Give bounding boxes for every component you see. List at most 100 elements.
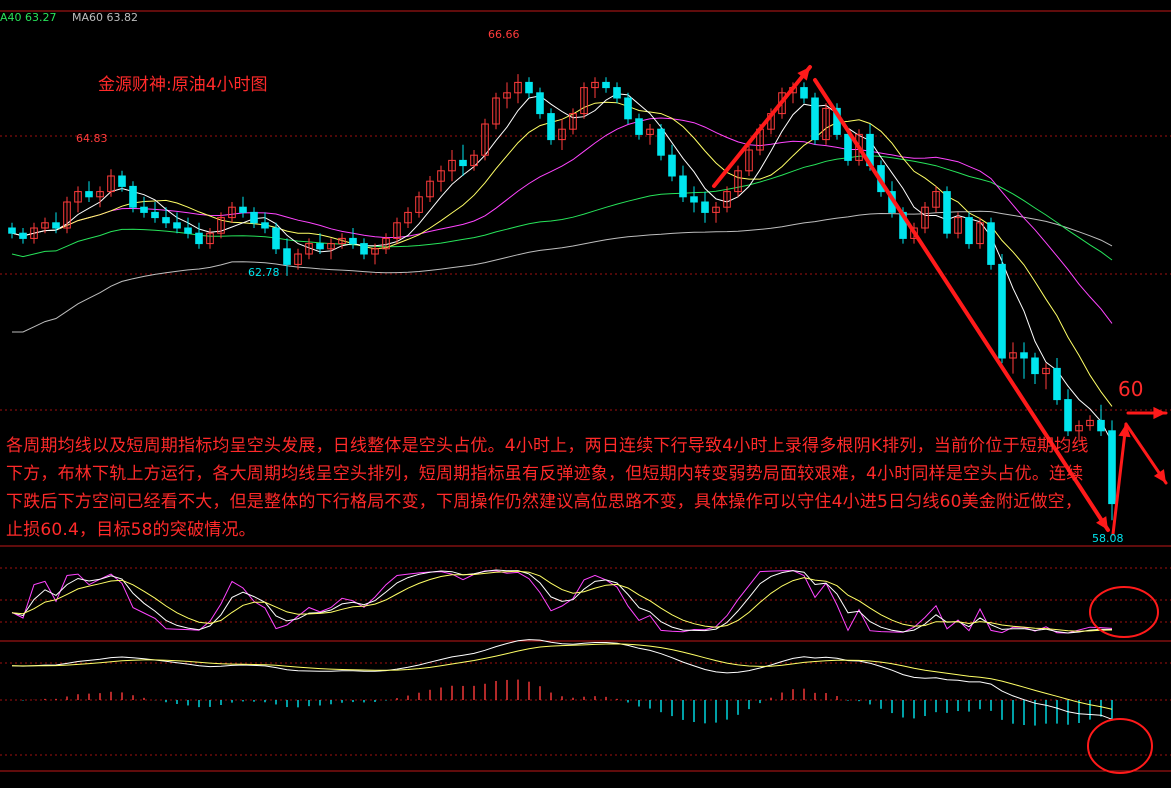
candle-body — [932, 191, 940, 208]
candle-body — [162, 217, 170, 224]
candle-body — [107, 175, 115, 193]
up-trend-arrow-head — [797, 67, 810, 81]
candle-body — [184, 227, 192, 234]
candle-body — [481, 123, 489, 156]
candle-body — [316, 243, 324, 250]
kdj-j-line — [11, 570, 1113, 634]
candle-body — [415, 196, 423, 213]
candle-body — [272, 227, 280, 250]
ma60-legend: MA60 63.82 — [72, 11, 138, 24]
candle-body — [1042, 367, 1050, 375]
ma20-line — [11, 117, 1113, 324]
low-price-label: 62.78 — [248, 266, 280, 279]
candle-body — [954, 217, 962, 234]
candle-body — [8, 227, 16, 234]
candle-body — [492, 97, 500, 125]
candle-body — [591, 81, 599, 89]
candle-body — [151, 211, 159, 219]
candle-body — [745, 149, 753, 172]
candle-body — [701, 201, 709, 213]
candle-body — [470, 154, 478, 167]
down-trend-arrow — [813, 78, 1110, 532]
candle-body — [327, 243, 335, 250]
candle-body — [613, 87, 621, 99]
candle-body — [239, 206, 247, 213]
chart-title: 金源财神:原油4小时图 — [98, 75, 268, 95]
candle-body — [998, 263, 1006, 359]
candle-body — [437, 170, 445, 182]
candle-body — [525, 81, 533, 94]
candle-body — [668, 154, 676, 177]
candle-body — [602, 81, 610, 89]
candle-body — [547, 113, 555, 141]
candle-body — [723, 191, 731, 208]
candle-body — [96, 191, 104, 198]
kdj-highlight-circle — [1089, 586, 1159, 638]
candle-body — [690, 196, 698, 203]
candle-body — [118, 175, 126, 187]
candle-body — [1009, 352, 1017, 359]
analysis-text: 各周期均线以及短周期指标均呈空头发展，日线整体是空头占优。4小时上，两日连续下行… — [6, 436, 1089, 540]
macd-highlight-circle — [1087, 718, 1153, 774]
target-60-label: 60 — [1118, 377, 1144, 401]
candle-body — [635, 118, 643, 135]
candle-body — [844, 133, 852, 161]
candle-body — [679, 175, 687, 198]
candle-body — [734, 170, 742, 193]
candle-body — [558, 128, 566, 141]
candle-body — [360, 243, 368, 255]
candle-body — [503, 92, 511, 99]
candle-body — [712, 206, 720, 213]
candle-body — [250, 211, 258, 224]
candle-body — [228, 206, 236, 219]
candle-body — [514, 81, 522, 94]
candle-body — [173, 222, 181, 229]
candle-body — [30, 227, 38, 239]
candle-body — [1075, 425, 1083, 432]
candle-body — [855, 133, 863, 161]
left-high-price-label: 64.83 — [76, 132, 108, 145]
candle-body — [74, 191, 82, 203]
candle-body — [1097, 419, 1105, 432]
candle-body — [1020, 352, 1028, 359]
macd-dea-line — [11, 643, 1113, 710]
candle-body — [294, 253, 302, 265]
candle-body — [910, 227, 918, 239]
candle-body — [19, 232, 27, 239]
forecast-down-arrow-head — [1153, 469, 1166, 483]
candle-body — [382, 237, 390, 250]
candle-body — [283, 248, 291, 265]
candle-body — [41, 222, 49, 229]
candle-body — [206, 232, 214, 245]
ma40-legend: A40 63.27 — [0, 11, 57, 24]
candle-body — [657, 128, 665, 156]
candle-body — [129, 185, 137, 208]
candle-body — [943, 191, 951, 234]
candle-body — [448, 159, 456, 172]
candle-body — [822, 107, 830, 141]
candle-body — [305, 243, 313, 255]
down-trend-arrow-head — [1096, 516, 1108, 530]
up-trend-arrow — [712, 65, 812, 188]
candle-body — [371, 248, 379, 255]
candle-body — [800, 87, 808, 99]
candle-body — [811, 97, 819, 141]
candle-body — [217, 217, 225, 234]
candle-body — [1053, 367, 1061, 401]
candle-body — [580, 87, 588, 115]
candle-body — [646, 128, 654, 135]
candle-body — [140, 206, 148, 213]
candle-body — [1108, 430, 1116, 505]
candle-body — [338, 237, 346, 245]
candle-body — [1064, 399, 1072, 432]
candle-body — [536, 92, 544, 115]
candle-body — [624, 97, 632, 120]
candle-body — [52, 222, 60, 229]
macd-dif-line — [11, 639, 1113, 720]
candle-body — [976, 222, 984, 245]
candle-body — [261, 222, 269, 229]
candle-body — [459, 159, 467, 167]
rebound-arrow — [1111, 422, 1128, 536]
